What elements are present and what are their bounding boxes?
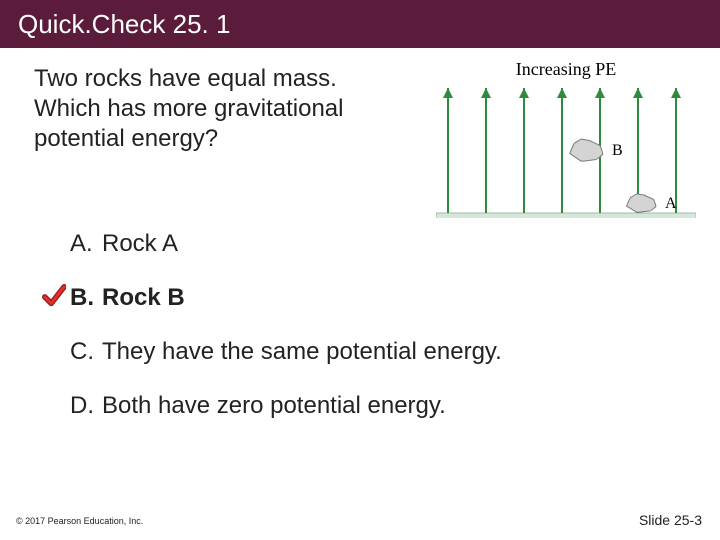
title-bar: Quick.Check 25. 1 xyxy=(0,0,720,48)
option-text: Both have zero potential energy. xyxy=(102,392,446,420)
question-text: Two rocks have equal mass. Which has mor… xyxy=(34,64,364,154)
svg-text:Increasing PE: Increasing PE xyxy=(516,59,616,79)
option-text: They have the same potential energy. xyxy=(102,338,502,366)
svg-text:A: A xyxy=(665,195,677,212)
options-list: A.Rock AB.Rock BC.They have the same pot… xyxy=(34,230,502,446)
slide: Quick.Check 25. 1 Two rocks have equal m… xyxy=(0,0,720,540)
title-text: Quick.Check 25. 1 xyxy=(18,9,230,40)
option-D: D.Both have zero potential energy. xyxy=(34,392,502,420)
option-letter: D. xyxy=(70,392,102,420)
svg-text:B: B xyxy=(612,142,623,159)
option-C: C.They have the same potential energy. xyxy=(34,338,502,366)
option-A: A.Rock A xyxy=(34,230,502,258)
copyright: © 2017 Pearson Education, Inc. xyxy=(16,516,143,526)
figure: Increasing PE B A xyxy=(436,58,696,218)
checkmark-icon xyxy=(42,284,66,308)
figure-svg: Increasing PE B A xyxy=(436,58,696,218)
option-text: Rock B xyxy=(102,284,185,312)
option-letter: B. xyxy=(70,284,102,312)
option-text: Rock A xyxy=(102,230,178,258)
option-letter: C. xyxy=(70,338,102,366)
option-B: B.Rock B xyxy=(34,284,502,312)
option-letter: A. xyxy=(70,230,102,258)
slide-number: Slide 25-3 xyxy=(639,512,702,528)
